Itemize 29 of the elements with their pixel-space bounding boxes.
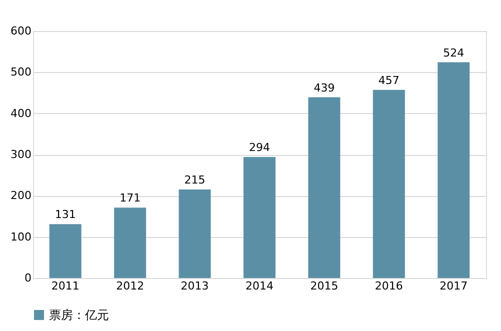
data-label: 171	[120, 192, 141, 205]
bar	[244, 156, 276, 278]
data-label: 215	[184, 173, 206, 186]
data-label: 524	[443, 46, 464, 60]
x-tick-label: 2017	[440, 280, 468, 292]
x-tick-label: 2013	[180, 280, 209, 292]
y-tick-label: 400	[10, 106, 32, 120]
bar	[178, 189, 211, 278]
x-tick-label: 2015	[310, 280, 338, 292]
y-tick-label: 0	[24, 272, 32, 284]
y-tick-label: 100	[10, 230, 32, 244]
legend-label: 票房：亿元	[49, 308, 109, 322]
y-tick-label: 600	[10, 24, 32, 38]
data-label: 294	[249, 140, 270, 154]
data-label: 439	[314, 81, 335, 94]
y-tick-label: 500	[10, 66, 32, 79]
bar	[114, 208, 146, 278]
x-tick-label: 2011	[51, 280, 80, 292]
y-tick-label: 300	[10, 148, 32, 161]
bar	[308, 97, 340, 278]
x-tick-label: 2016	[374, 280, 403, 292]
bar	[49, 224, 82, 278]
x-tick-label: 2014	[246, 280, 274, 292]
y-tick-label: 200	[10, 189, 32, 202]
bar	[372, 90, 405, 278]
bar	[438, 62, 470, 278]
x-tick-label: 2012	[116, 280, 144, 292]
data-label: 457	[378, 74, 400, 87]
data-label: 131	[54, 208, 76, 222]
